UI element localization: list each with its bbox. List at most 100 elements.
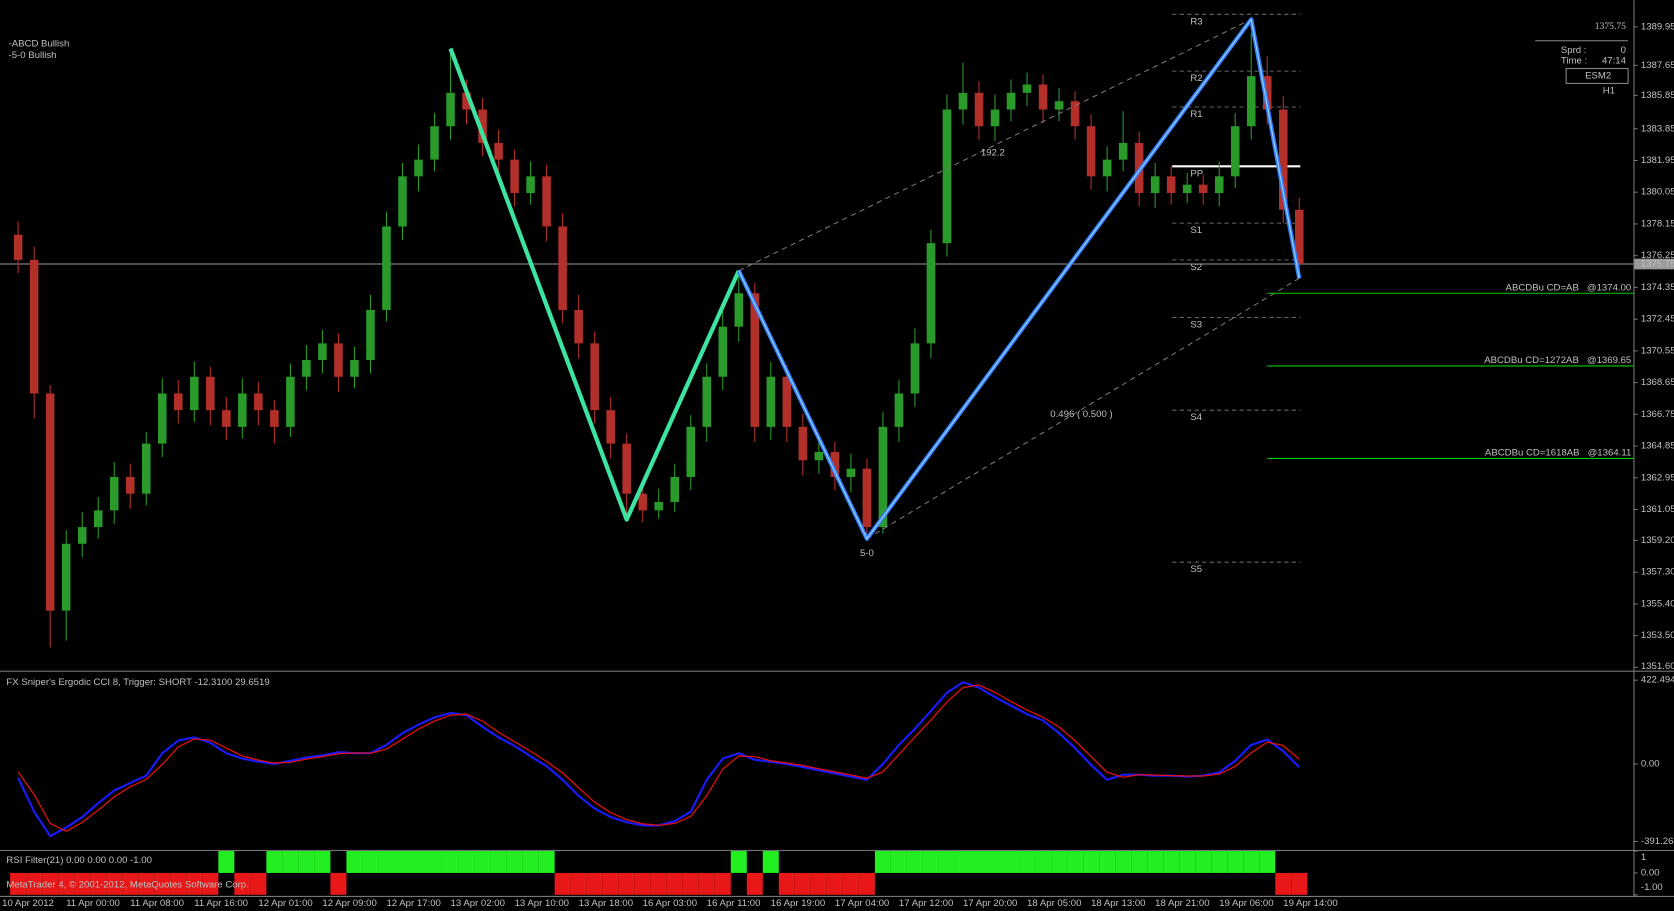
candle-body	[141, 443, 151, 494]
candle-body	[93, 510, 103, 528]
candle-body	[894, 393, 904, 427]
candle-body	[1054, 101, 1064, 110]
rsi-bar	[666, 872, 683, 895]
rsi-bar	[762, 851, 779, 873]
rsi-bar	[586, 872, 603, 895]
pivot-label: S2	[1190, 262, 1202, 273]
y-tick-label: -391.268	[1641, 836, 1674, 847]
rsi-bar	[26, 872, 43, 895]
y-tick-label: 1364.85	[1641, 441, 1674, 452]
candle-body	[1022, 84, 1032, 93]
bid-box-label: 1375.75	[1641, 259, 1674, 270]
y-tick-label: 1357.30	[1641, 567, 1674, 578]
pivot-label: S5	[1190, 564, 1202, 575]
rsi-bar	[602, 872, 619, 895]
candle-body	[318, 343, 327, 361]
rsi-bar	[938, 851, 955, 873]
y-tick-label: 1361.05	[1641, 504, 1674, 515]
candle-body	[734, 293, 744, 327]
rsi-bar	[410, 851, 427, 873]
panel-title: RSI Filter(21) 0.00 0.00 0.00 -1.00	[6, 855, 152, 866]
rsi-bar	[1259, 851, 1276, 873]
rsi-bar	[1147, 851, 1164, 873]
pivot-label: S1	[1190, 225, 1202, 236]
y-tick-label: 0.00	[1641, 867, 1660, 878]
projection-line	[738, 18, 1252, 272]
candle-body	[1214, 176, 1224, 194]
pattern-legend: -5-0 Bullish	[9, 50, 57, 61]
abcd-pattern	[448, 47, 741, 522]
candle-body	[125, 476, 135, 494]
rsi-bar	[1115, 851, 1132, 873]
pattern-point-label: 5-0	[860, 548, 874, 559]
x-tick-label: 12 Apr 17:00	[386, 898, 440, 909]
candle-body	[590, 343, 599, 411]
y-tick-label: 1380.05	[1641, 187, 1674, 198]
candle-body	[13, 234, 23, 260]
rsi-bar	[202, 872, 219, 895]
candle-body	[77, 527, 87, 544]
y-tick-label: 1372.45	[1641, 314, 1674, 325]
candle-body	[270, 410, 279, 427]
rsi-bar	[810, 872, 827, 895]
fib-label: 192.2	[981, 147, 1005, 158]
symbol: ESM2	[1585, 70, 1611, 81]
candle-body	[174, 393, 183, 411]
y-tick-label: 422.494	[1641, 675, 1674, 686]
candle-body	[190, 376, 199, 411]
time-label: Time :	[1561, 56, 1587, 67]
rsi-bar	[58, 872, 75, 895]
rsi-bar	[858, 872, 875, 895]
candle-body	[558, 226, 567, 310]
candle-body	[61, 543, 71, 611]
y-tick-label: -1.00	[1641, 882, 1663, 893]
rsi-bar	[618, 872, 635, 895]
rsi-bar	[874, 851, 891, 873]
y-tick-label: 1376.25	[1641, 250, 1674, 261]
x-tick-label: 16 Apr 19:00	[771, 898, 825, 909]
rsi-bar	[986, 851, 1004, 873]
rsi-bar	[1051, 851, 1068, 873]
x-tick-label: 19 Apr 14:00	[1283, 898, 1337, 909]
pivot-label: R2	[1190, 73, 1202, 84]
candle-body	[45, 393, 55, 611]
rsi-bar	[954, 851, 971, 873]
candle-body	[654, 502, 663, 511]
candle-body	[414, 159, 423, 177]
candle-body	[1006, 92, 1016, 110]
candle-body	[670, 476, 679, 503]
rsi-bar	[426, 851, 443, 873]
candle-body	[109, 476, 119, 511]
y-tick-label: 1374.35	[1641, 282, 1674, 293]
candle-body	[702, 376, 712, 427]
candle-body	[398, 176, 407, 227]
fib-label: 0.496 ( 0.500 )	[1050, 409, 1112, 420]
candle-body	[910, 343, 920, 394]
rsi-bar	[10, 872, 27, 895]
candle-body	[1102, 159, 1112, 177]
rsi-bar	[1067, 851, 1084, 873]
candle-body	[238, 393, 247, 427]
x-tick-label: 11 Apr 08:00	[130, 898, 184, 909]
rsi-bar	[794, 872, 811, 895]
pivot-label: R1	[1190, 109, 1202, 120]
y-tick-label: 1355.40	[1641, 598, 1674, 609]
y-tick-label: 1351.60	[1641, 661, 1674, 672]
rsi-bar	[682, 872, 699, 895]
candle-body	[622, 443, 631, 494]
candle-body	[1182, 184, 1192, 194]
candle-body	[1230, 126, 1240, 177]
rsi-bar	[330, 872, 347, 895]
pivot-label: PP	[1190, 168, 1203, 179]
candle-body	[462, 92, 471, 110]
candle-body	[974, 92, 984, 127]
rsi-bar	[122, 872, 139, 895]
rsi-bar	[474, 851, 491, 873]
rsi-bar	[730, 851, 747, 873]
y-tick-label: 1	[1641, 852, 1646, 863]
rsi-bar	[1195, 851, 1212, 873]
rsi-bar	[1275, 872, 1292, 895]
candle-body	[478, 109, 487, 143]
